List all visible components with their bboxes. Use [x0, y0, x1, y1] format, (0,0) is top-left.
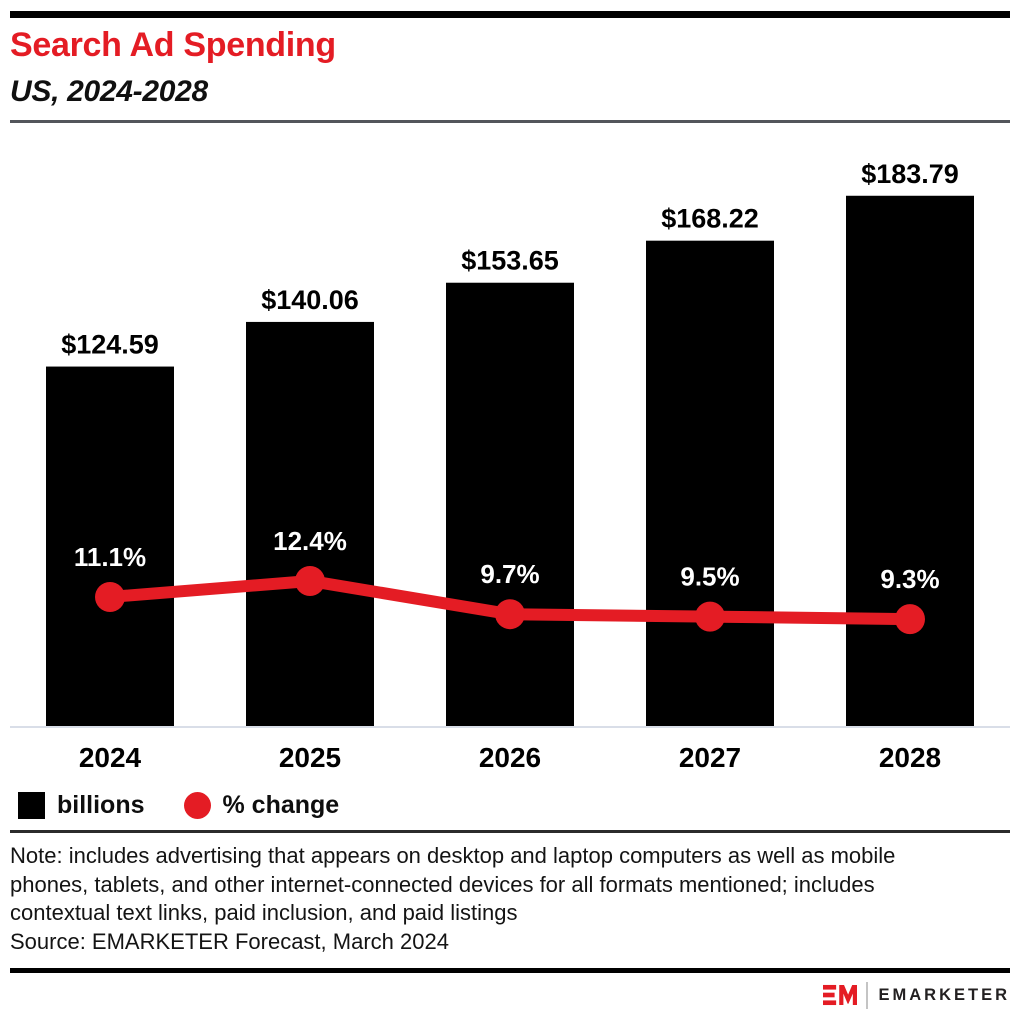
bottom-divider: [10, 968, 1010, 973]
bar-value-label: $124.59: [61, 330, 159, 360]
bar-2028: [846, 195, 974, 726]
bar-value-label: $140.06: [261, 285, 359, 315]
top-divider: [10, 11, 1010, 18]
page-title: Search Ad Spending: [10, 26, 336, 64]
emarketer-logo-icon: [823, 984, 858, 1006]
line-marker-2025: [295, 565, 325, 596]
bar-2027: [646, 240, 774, 726]
x-tick-label: 2026: [479, 742, 541, 773]
bar-value-label: $183.79: [861, 159, 959, 189]
bar-series-swatch: [18, 792, 45, 819]
chart-legend: billions % change: [18, 791, 339, 820]
legend-divider: [10, 830, 1010, 833]
bar-2026: [446, 282, 574, 726]
pct-value-label: 9.5%: [680, 562, 739, 592]
brand-name-text: EMARKETER: [878, 986, 1010, 1004]
note-text: Note: includes advertising that appears …: [10, 843, 896, 925]
line-marker-2024: [95, 581, 125, 612]
x-tick-label: 2027: [679, 742, 741, 773]
bar-value-label: $168.22: [661, 204, 759, 234]
page-subtitle: US, 2024-2028: [10, 75, 208, 108]
source-text: Source: EMARKETER Forecast, March 2024: [10, 928, 449, 954]
bar-2024: [46, 366, 174, 726]
x-tick-label: 2024: [79, 742, 142, 773]
brand-lockup: EMARKETER: [823, 980, 1010, 1010]
pct-value-label: 12.4%: [273, 526, 347, 556]
line-marker-2026: [495, 599, 525, 630]
x-tick-label: 2028: [879, 742, 941, 773]
line-series-legend-label: % change: [222, 791, 340, 819]
logo-divider: [866, 981, 869, 1009]
bar-line-chart: $124.59 $140.06 $153.65 $168.22 $183.79 2024 2…: [10, 159, 1010, 773]
line-series-swatch: [183, 792, 211, 819]
header-divider: [10, 120, 1010, 123]
pct-value-label: 9.3%: [880, 564, 939, 594]
pct-value-label: 9.7%: [480, 559, 539, 589]
line-marker-2028: [895, 604, 925, 635]
footnotes: Note: includes advertising that appears …: [10, 842, 978, 956]
pct-value-label: 11.1%: [74, 542, 146, 572]
x-tick-label: 2025: [279, 742, 341, 773]
bar-value-label: $153.65: [461, 246, 559, 276]
bar-2025: [246, 321, 374, 726]
line-marker-2027: [695, 601, 725, 632]
bar-series-legend-label: billions: [57, 791, 145, 819]
